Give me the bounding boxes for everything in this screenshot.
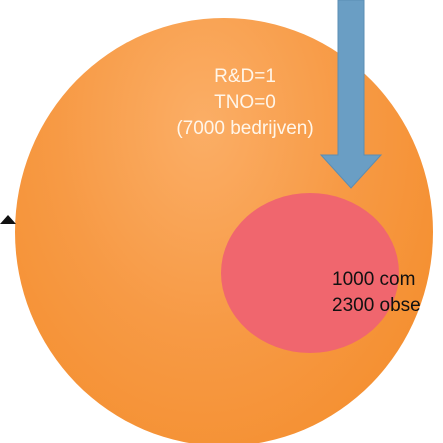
inner-set-circle <box>221 193 399 353</box>
inner-set-line-companies: 1000 com <box>332 269 416 290</box>
inner-set-line-observations: 2300 obse <box>332 295 421 316</box>
outer-set-line-rd: R&D=1 <box>214 66 276 87</box>
arrowhead-icon <box>0 215 16 224</box>
outer-set-line-tno: TNO=0 <box>214 92 276 113</box>
inner-set-label: 1000 com 2300 obse <box>332 267 421 319</box>
outer-set-line-count: (7000 bedrijven) <box>176 118 314 139</box>
down-arrow-icon <box>319 0 383 189</box>
outer-set-label: R&D=1 TNO=0 (7000 bedrijven) <box>130 64 360 142</box>
